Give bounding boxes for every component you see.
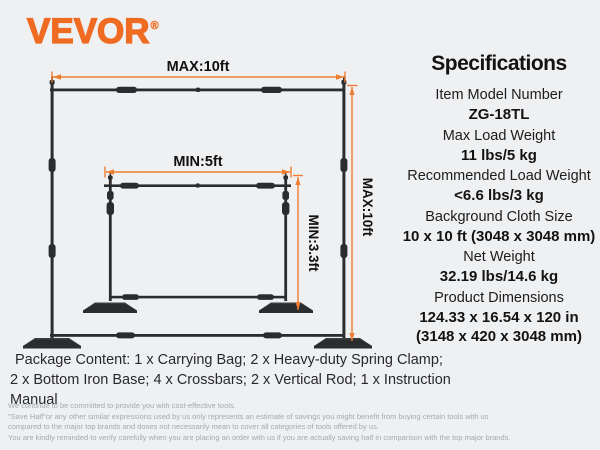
max-width-label: MAX:10ft — [167, 59, 230, 75]
bottom-crossbar — [50, 334, 345, 337]
stand-min-size — [83, 172, 313, 313]
spec-item-model: Item Model Number ZG-18TL — [400, 86, 598, 124]
left-clamp-knob — [108, 175, 113, 180]
right-pole — [342, 82, 346, 339]
crossbar-connector — [116, 332, 135, 339]
iron-base — [23, 339, 81, 349]
pole-joint — [107, 191, 114, 200]
disclaimer-line: We continue to be committed to provide y… — [8, 401, 236, 410]
right-clamp-icon — [284, 172, 287, 178]
dimension-min-height: MIN:3.3ft — [293, 174, 321, 310]
spec-label: Background Cloth Size — [425, 208, 573, 225]
pole-joint — [48, 244, 56, 258]
specifications-title: Specifications — [431, 52, 567, 75]
spec-label: Recommended Load Weight — [407, 168, 591, 184]
min-width-label: MIN:5ft — [173, 154, 222, 170]
iron-base — [314, 339, 372, 349]
stand-max-size — [23, 76, 372, 349]
crossbar-connector — [257, 294, 274, 300]
right-clamp-knob — [283, 175, 288, 180]
spec-item-max-load: Max Load Weight 11 lbs/5 kg — [400, 127, 598, 165]
spec-item-net-weight: Net Weight 32.19 lbs/14.6 kg — [400, 248, 598, 286]
spec-value: 10 x 10 ft (3048 x 3048 mm) — [402, 227, 596, 245]
iron-base — [259, 304, 313, 313]
crossbar-connector — [263, 332, 282, 339]
package-content-line1: Package Content: 1 x Carrying Bag; 2 x H… — [15, 352, 443, 368]
spec-item-recommended-load: Recommended Load Weight <6.6 lbs/3 kg — [400, 167, 598, 205]
disclaimer-line: You are kindly reminded to verify carefu… — [8, 432, 511, 442]
pole-joint — [48, 158, 56, 172]
pole-joint — [340, 244, 348, 258]
spec-label: Item Model Number — [435, 87, 563, 103]
left-pole — [50, 82, 54, 339]
disclaimer-line: "Save Half"or any other similar expressi… — [8, 411, 489, 421]
spec-item-cloth-size: Background Cloth Size 10 x 10 ft (3048 x… — [400, 208, 598, 246]
left-clamp-icon — [109, 172, 112, 178]
pole-joint — [282, 202, 290, 215]
package-content: Package Content: 1 x Carrying Bag; 2 x H… — [10, 350, 490, 410]
crossbar-connector — [116, 86, 137, 93]
disclaimer: We continue to be committed to provide y… — [8, 401, 596, 443]
bottom-crossbar — [109, 295, 287, 299]
spec-label: Product Dimensions — [434, 289, 564, 306]
right-clamp-icon — [343, 76, 345, 83]
pole-joint — [106, 202, 114, 215]
right-pole — [284, 177, 288, 301]
dimension-min-width: MIN:5ft — [104, 154, 292, 178]
spec-label: Net Weight — [463, 249, 535, 265]
disclaimer-line: compared to the major top brands and dos… — [8, 422, 379, 432]
backdrop-stand-diagram: MAX:10ft MIN:5ft MAX:10ft MIN:3.3ft — [23, 59, 375, 349]
crossbar-connector — [120, 182, 139, 189]
crossbar-connector — [261, 86, 282, 93]
spec-item-dimensions: Product Dimensions 124.33 x 16.54 x 120 … — [400, 289, 598, 346]
registered-trademark-icon: ® — [150, 20, 159, 32]
dimension-max-width: MAX:10ft — [51, 59, 346, 83]
spec-value: 124.33 x 16.54 x 120 in — [419, 308, 579, 326]
spec-label: Max Load Weight — [442, 127, 556, 144]
specifications-panel: Specifications Item Model Number ZG-18TL… — [400, 52, 598, 348]
min-height-label: MIN:3.3ft — [306, 215, 321, 273]
pole-joint — [282, 191, 289, 200]
brand-name: VEVOR — [26, 11, 150, 51]
pole-joint — [340, 158, 348, 172]
crossbar-connector — [256, 182, 275, 189]
spec-value: <6.6 lbs/3 kg — [454, 187, 544, 204]
dimension-max-height: MAX:10ft — [347, 84, 375, 341]
spec-value: 32.19 lbs/14.6 kg — [439, 268, 559, 285]
left-pole — [108, 177, 112, 301]
spec-value: 11 lbs/5 kg — [461, 146, 537, 164]
iron-base — [83, 304, 137, 313]
crossbar-connector — [122, 294, 139, 300]
crossbar-joint — [196, 87, 200, 92]
spec-value-line2: (3148 x 420 x 3048 mm) — [416, 327, 582, 345]
spec-value: ZG-18TL — [468, 106, 530, 123]
crossbar-joint — [196, 183, 200, 188]
max-height-label: MAX:10ft — [360, 178, 375, 237]
package-content-line2: 2 x Bottom Iron Base; 4 x Crossbars; 2 x… — [10, 372, 451, 408]
vevor-logo: VEVOR® — [26, 11, 159, 52]
